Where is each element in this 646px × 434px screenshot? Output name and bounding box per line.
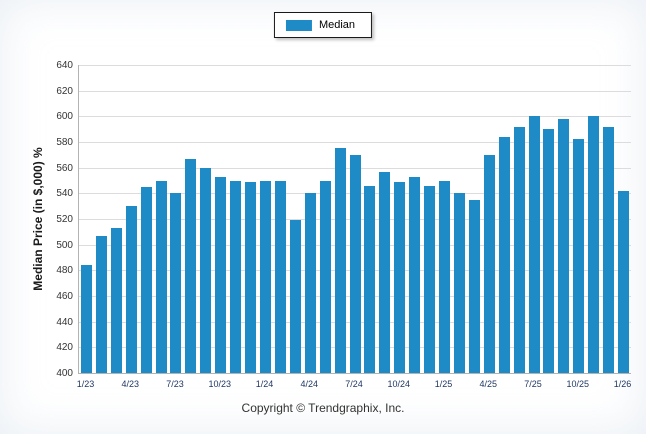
- y-tick-label: 600: [56, 111, 73, 123]
- bar: [125, 206, 137, 373]
- copyright-text: Copyright © Trendgraphix, Inc.: [241, 401, 405, 415]
- bar: [573, 139, 585, 373]
- gridline: [79, 116, 631, 118]
- x-tick-label: 7/24: [345, 379, 363, 389]
- bar: [110, 227, 122, 373]
- bar: [424, 185, 436, 373]
- y-tick-label: 440: [56, 316, 73, 328]
- bar: [409, 176, 421, 373]
- bar: [498, 136, 510, 373]
- x-tick-label: 4/24: [300, 379, 318, 389]
- bar: [289, 220, 301, 373]
- bar: [528, 116, 540, 373]
- bar: [588, 116, 600, 373]
- bar: [453, 193, 465, 373]
- y-tick-label: 580: [56, 137, 73, 148]
- bar: [349, 154, 361, 373]
- bar: [334, 148, 346, 373]
- x-tick-label: 10/25: [566, 379, 590, 389]
- y-tick-label: 460: [56, 291, 73, 302]
- bar: [245, 181, 257, 373]
- bar: [379, 171, 391, 373]
- x-tick-label: 10/23: [208, 379, 231, 389]
- bar: [394, 181, 406, 373]
- legend-swatch-median: [285, 19, 312, 31]
- bar: [513, 126, 525, 373]
- gridline: [79, 65, 631, 66]
- y-tick-label: 480: [56, 265, 73, 277]
- y-tick-label: 500: [56, 239, 73, 251]
- bar: [364, 185, 376, 373]
- bar: [200, 167, 212, 373]
- bar: [439, 180, 450, 373]
- bar: [230, 180, 242, 373]
- bar: [304, 193, 316, 373]
- x-tick-label: 1/24: [255, 379, 274, 389]
- bar: [274, 180, 286, 373]
- bar: [603, 126, 615, 373]
- x-tick-label: 4/23: [121, 379, 139, 389]
- y-tick-label: 560: [56, 162, 73, 174]
- x-tick-label: 4/25: [479, 379, 498, 389]
- x-tick-label: 7/23: [166, 379, 184, 389]
- y-tick-label: 400: [56, 368, 73, 379]
- bar: [618, 190, 630, 373]
- bar: [319, 180, 331, 373]
- gridline: [79, 90, 631, 92]
- y-tick-label: 520: [56, 214, 73, 225]
- x-tick-label: 1/23: [76, 379, 95, 389]
- bar: [80, 265, 92, 373]
- y-tick-label: 640: [56, 60, 73, 71]
- bar: [170, 193, 182, 373]
- bar: [483, 154, 495, 373]
- x-tick-label: 1/25: [434, 379, 453, 389]
- y-tick-label: 540: [56, 188, 73, 200]
- bar: [558, 118, 570, 373]
- bar: [155, 180, 167, 373]
- y-tick-label: 420: [56, 342, 73, 354]
- legend: Median: [273, 12, 373, 38]
- x-tick-label: 10/24: [387, 379, 411, 389]
- legend-label: Median: [318, 19, 356, 31]
- bar: [95, 235, 107, 373]
- y-tick-label: 620: [56, 85, 73, 97]
- bar: [215, 176, 227, 373]
- bar: [259, 180, 271, 373]
- bar: [140, 186, 152, 373]
- x-tick-label: 7/25: [524, 379, 542, 389]
- x-tick-label: 1/26: [613, 379, 632, 389]
- plot-area: [78, 65, 631, 374]
- bar: [543, 129, 555, 373]
- bar: [185, 158, 197, 373]
- bar: [468, 199, 480, 373]
- gridline: [79, 142, 631, 143]
